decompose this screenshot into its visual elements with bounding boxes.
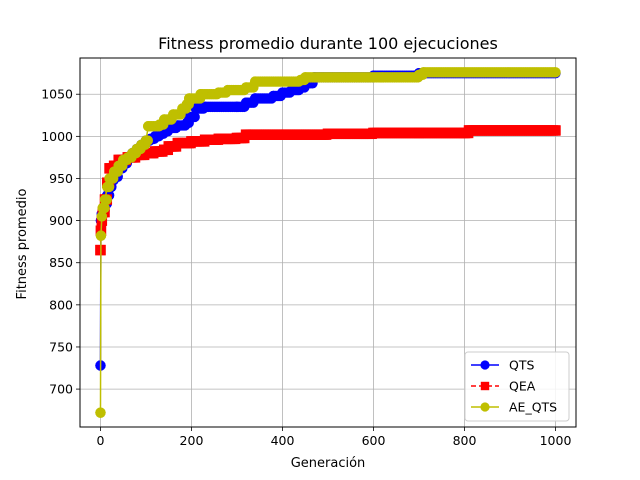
y-axis-title: Fitness promedio <box>15 189 30 300</box>
qts-legend-marker <box>480 360 490 370</box>
series-ae-qts <box>95 67 561 418</box>
x-tick-label: 1000 <box>540 433 572 448</box>
legend-label-ae-qts: AE_QTS <box>509 400 557 415</box>
x-tick-label: 200 <box>180 433 204 448</box>
y-tick-label: 700 <box>49 382 73 397</box>
y-tick-label: 850 <box>49 255 73 270</box>
y-tick-label: 1050 <box>41 87 73 102</box>
axis-ticks: 0 200 400 600 800 1000 700 750 800 850 900 950 1000 1… <box>41 87 571 448</box>
ae-qts-point <box>550 67 561 78</box>
qea-legend-marker <box>480 381 490 391</box>
chart-title: Fitness promedio durante 100 ejecuciones <box>158 34 498 53</box>
x-tick-label: 400 <box>271 433 295 448</box>
ae-qts-line <box>99 71 556 413</box>
y-tick-label: 800 <box>49 297 73 312</box>
y-tick-label: 950 <box>49 171 73 186</box>
grid <box>80 58 576 427</box>
plot-series <box>95 67 561 418</box>
legend: QTS QEA AE_QTS <box>464 351 570 422</box>
qea-point <box>213 133 224 145</box>
y-tick-label: 750 <box>49 339 73 354</box>
legend-box <box>464 351 570 422</box>
legend-label-qts: QTS <box>509 358 534 373</box>
x-tick-label: 600 <box>362 433 386 448</box>
y-tick-label: 900 <box>49 213 73 228</box>
legend-label-qea: QEA <box>509 379 536 394</box>
ae-qts-legend-marker <box>480 402 490 412</box>
x-tick-label: 0 <box>97 433 105 448</box>
qea-point <box>550 125 561 136</box>
x-tick-label: 800 <box>453 433 477 448</box>
y-tick-label: 1000 <box>41 129 73 144</box>
qea-point <box>413 127 425 139</box>
x-axis-title: Generación <box>291 456 366 471</box>
plot-frame <box>79 57 577 428</box>
qea-point <box>172 137 184 149</box>
